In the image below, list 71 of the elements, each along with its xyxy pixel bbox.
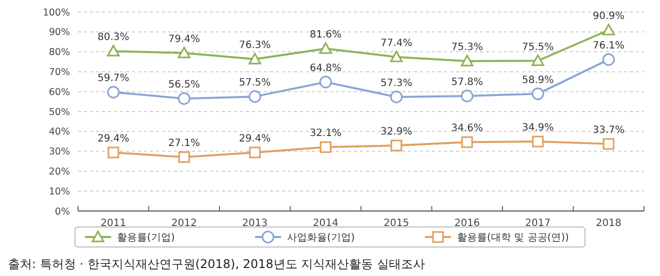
data-label: 33.7% bbox=[592, 124, 625, 136]
point bbox=[178, 92, 190, 105]
point bbox=[460, 90, 474, 102]
y-tick-label: 50% bbox=[48, 106, 70, 118]
point bbox=[319, 42, 332, 54]
point bbox=[390, 90, 403, 104]
point bbox=[107, 44, 120, 56]
point bbox=[178, 46, 190, 58]
y-tick-label: 100% bbox=[42, 7, 70, 18]
y-tick-label: 90% bbox=[48, 27, 70, 38]
legend-label: 사업화율(기업) bbox=[287, 232, 355, 244]
y-tick-label: 40% bbox=[48, 126, 70, 138]
data-label: 81.6% bbox=[310, 30, 342, 41]
x-tick-label: 2012 bbox=[171, 218, 197, 229]
point bbox=[248, 52, 262, 64]
data-label: 29.4% bbox=[238, 133, 271, 144]
data-label: 34.6% bbox=[451, 123, 484, 134]
source-note: 출처: 특허청 · 한국지식재산연구원(2018), 2018년도 지식재산활동 실태조사 bbox=[8, 257, 425, 271]
y-tick-label: 20% bbox=[48, 166, 70, 178]
y-tick-label: 0% bbox=[54, 206, 70, 218]
data-label: 58.9% bbox=[522, 74, 554, 86]
y-tick-label: 80% bbox=[48, 47, 70, 58]
point bbox=[390, 140, 402, 152]
y-tick-label: 60% bbox=[48, 86, 70, 98]
data-label: 76.3% bbox=[238, 40, 271, 52]
data-label: 79.4% bbox=[168, 34, 200, 45]
data-label: 76.1% bbox=[592, 40, 625, 52]
data-label: 57.3% bbox=[380, 78, 412, 89]
point bbox=[532, 136, 544, 148]
data-label: 56.5% bbox=[168, 80, 200, 91]
y-tick-label: 30% bbox=[48, 146, 70, 158]
point bbox=[108, 146, 120, 158]
point bbox=[461, 136, 473, 148]
point bbox=[320, 141, 332, 153]
point bbox=[460, 54, 474, 66]
point bbox=[390, 50, 403, 62]
point bbox=[319, 76, 332, 88]
x-tick-label: 2015 bbox=[384, 218, 410, 229]
point bbox=[107, 86, 120, 98]
data-label: 29.4% bbox=[97, 133, 130, 144]
y-tick-label: 10% bbox=[48, 186, 70, 198]
data-label: 90.9% bbox=[592, 11, 625, 22]
data-label: 75.3% bbox=[451, 42, 484, 54]
point bbox=[532, 87, 544, 100]
y-tick-label: 70% bbox=[48, 67, 70, 78]
point bbox=[248, 90, 262, 103]
data-label: 77.4% bbox=[380, 38, 412, 49]
x-tick-label: 2018 bbox=[596, 218, 622, 229]
data-label: 75.5% bbox=[522, 42, 554, 53]
point bbox=[532, 54, 544, 66]
legend-label: 활용률(대학 및 공공(연)) bbox=[457, 232, 570, 244]
data-label: 64.8% bbox=[310, 63, 342, 74]
x-tick-label: 2011 bbox=[100, 218, 126, 229]
data-label: 32.9% bbox=[380, 126, 412, 138]
point bbox=[602, 138, 614, 150]
data-label: 57.5% bbox=[238, 78, 271, 89]
data-label: 59.7% bbox=[97, 73, 130, 84]
legend-label: 활용률(기업) bbox=[117, 232, 175, 244]
x-tick-label: 2013 bbox=[242, 218, 268, 229]
data-label: 32.1% bbox=[310, 128, 342, 140]
data-label: 80.3% bbox=[97, 32, 130, 44]
point bbox=[602, 53, 615, 66]
point bbox=[249, 146, 261, 158]
x-tick-label: 2017 bbox=[525, 218, 551, 229]
data-label: 34.9% bbox=[522, 122, 554, 134]
x-tick-label: 2014 bbox=[312, 218, 338, 229]
x-tick-label: 2016 bbox=[454, 218, 480, 229]
data-label: 57.8% bbox=[451, 76, 484, 88]
point bbox=[602, 24, 615, 36]
data-label: 27.1% bbox=[168, 138, 200, 150]
point bbox=[178, 151, 190, 163]
